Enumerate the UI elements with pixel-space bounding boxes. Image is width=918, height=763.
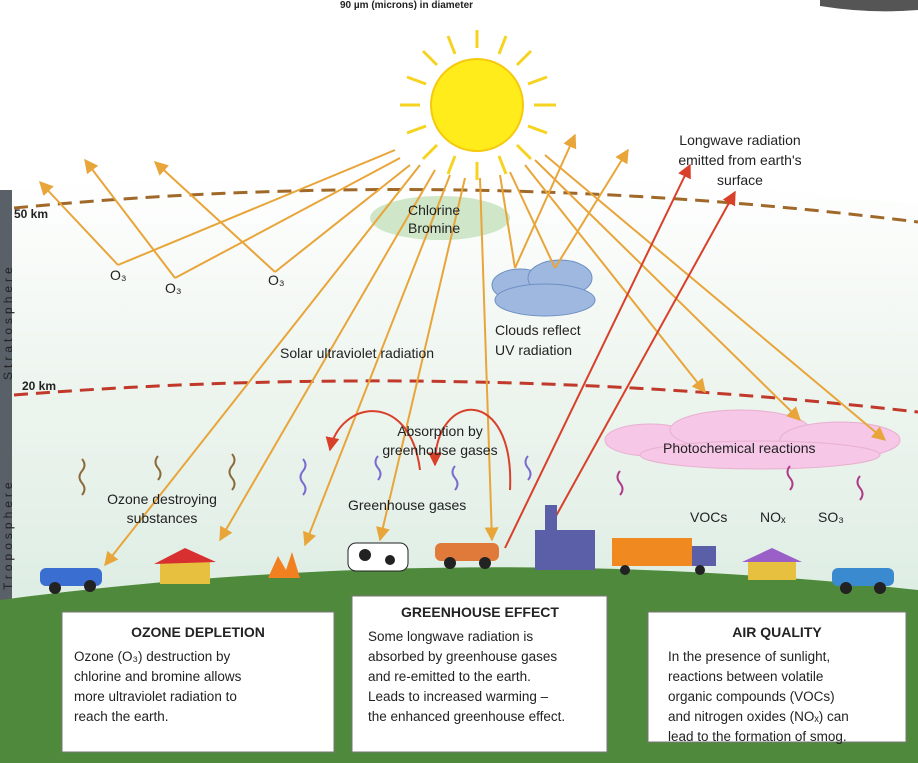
panel-text: more ultraviolet radiation to (74, 689, 237, 704)
panel-text: absorbed by greenhouse gases (368, 649, 557, 664)
panel-text: and re-emitted to the earth. (368, 669, 531, 684)
panel-title: OZONE DEPLETION (131, 624, 265, 640)
shape (49, 582, 61, 594)
shape (832, 568, 894, 586)
shape (695, 565, 705, 575)
shape (748, 560, 796, 580)
panel-text: and nitrogen oxides (NOₓ) can (668, 709, 849, 724)
shape (840, 582, 852, 594)
shape (545, 505, 557, 530)
panel-text: the enhanced greenhouse effect. (368, 709, 565, 724)
shape: Photochemical reactions (663, 440, 816, 456)
clouds-label: Clouds reflect (495, 322, 581, 338)
shape: Stratosphere (1, 263, 15, 380)
panel-text: reactions between volatile (668, 669, 823, 684)
panel-text: chlorine and bromine allows (74, 669, 242, 684)
panel-text: Ozone (O₃) destruction by (74, 649, 231, 664)
panel-text: In the presence of sunlight, (668, 649, 830, 664)
shape: Greenhouse gases (348, 497, 466, 513)
pollutant-label: NOₓ (760, 509, 786, 525)
shape: 20 km (22, 379, 56, 393)
shape (612, 538, 692, 566)
shape (348, 543, 408, 571)
longwave-label: surface (717, 172, 763, 188)
halogen-label: Chlorine (408, 202, 460, 218)
ozone-destroying-label: Ozone destroying (107, 491, 217, 507)
ozone-label: O₃ (268, 272, 285, 288)
shape (495, 284, 595, 316)
shape (160, 562, 210, 584)
diagram: 90 µm (microns) in diameter 50 km 20 km … (0, 0, 918, 763)
shape (692, 546, 716, 566)
shape: Solar ultraviolet radiation (280, 345, 434, 361)
ozone-destroying-label: substances (127, 510, 198, 526)
panel-text: lead to the formation of smog. (668, 729, 847, 744)
panel-title: AIR QUALITY (732, 624, 822, 640)
halogen-label: Bromine (408, 220, 460, 236)
panel-title: GREENHOUSE EFFECT (401, 604, 559, 620)
ozone-label: O₃ (165, 280, 182, 296)
shape (385, 555, 395, 565)
absorption-label: greenhouse gases (382, 442, 497, 458)
shape (435, 543, 499, 561)
absorption-label: Absorption by (397, 423, 483, 439)
shape (479, 557, 491, 569)
pollutant-label: VOCs (690, 509, 727, 525)
shape (444, 557, 456, 569)
pollutant-label: SO₃ (818, 509, 844, 525)
shape: 90 µm (microns) in diameter (340, 0, 473, 11)
shape (359, 549, 371, 561)
shape: 50 km (14, 207, 48, 221)
panel-text: organic compounds (VOCs) (668, 689, 835, 704)
longwave-label: Longwave radiation (679, 132, 800, 148)
shape (535, 530, 595, 570)
shape (620, 565, 630, 575)
shape (874, 582, 886, 594)
clouds-label: UV radiation (495, 342, 572, 358)
panel-text: Leads to increased warming – (368, 689, 549, 704)
shape (431, 59, 523, 151)
longwave-label: emitted from earth's (678, 152, 801, 168)
ozone-label: O₃ (110, 267, 127, 283)
panel-text: Some longwave radiation is (368, 629, 533, 644)
panel-text: reach the earth. (74, 709, 169, 724)
shape (84, 580, 96, 592)
shape: Troposphere (1, 478, 15, 590)
